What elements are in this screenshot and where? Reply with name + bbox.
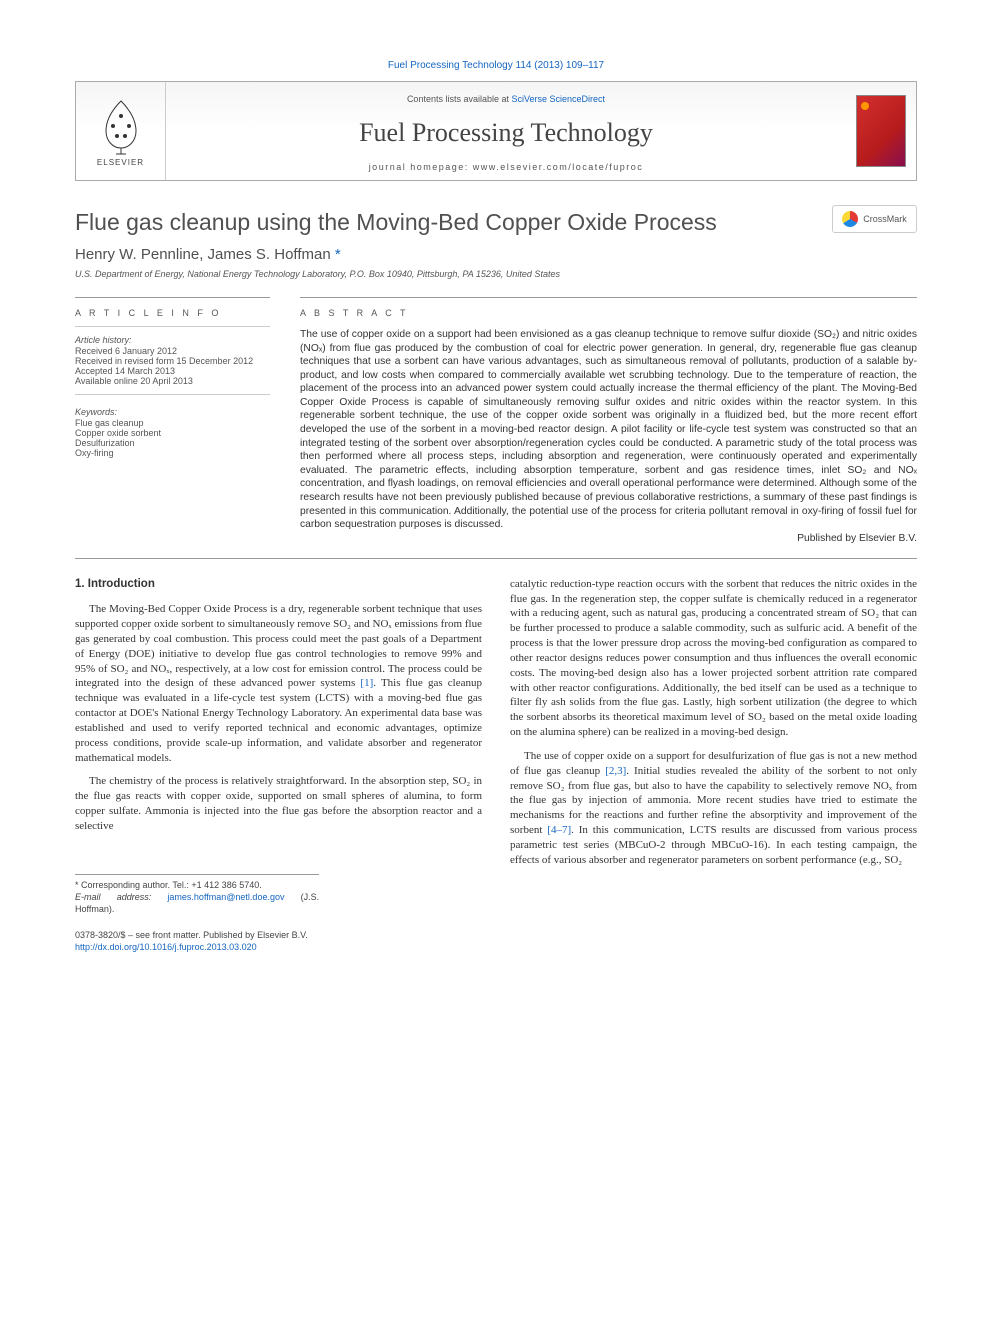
crossmark-label: CrossMark [863, 214, 907, 224]
keywords-head: Keywords: [75, 407, 270, 417]
email-label: E-mail address: [75, 892, 167, 902]
contents-line: Contents lists available at SciVerse Sci… [176, 94, 836, 104]
article-title: Flue gas cleanup using the Moving-Bed Co… [75, 209, 917, 236]
abstract-label: A B S T R A C T [300, 308, 917, 318]
authors-line: Henry W. Pennline, James S. Hoffman * [75, 246, 917, 263]
affiliation: U.S. Department of Energy, National Ener… [75, 269, 917, 279]
bottom-info: 0378-3820/$ – see front matter. Publishe… [75, 929, 482, 953]
article-info-label: A R T I C L E I N F O [75, 308, 270, 318]
journal-homepage-link[interactable]: journal homepage: www.elsevier.com/locat… [176, 162, 836, 172]
section-heading: 1. Introduction [75, 577, 482, 593]
section-divider [75, 558, 917, 559]
body-text: . This flue gas cleanup technique was ev… [75, 677, 482, 763]
doi-link[interactable]: http://dx.doi.org/10.1016/j.fuproc.2013.… [75, 942, 257, 952]
cover-thumbnail-icon [856, 95, 906, 167]
keyword-item: Oxy-firing [75, 448, 270, 458]
email-line: E-mail address: james.hoffman@netl.doe.g… [75, 891, 319, 915]
keyword-item: Desulfurization [75, 438, 270, 448]
elsevier-tree-icon [91, 96, 151, 156]
keyword-item: Copper oxide sorbent [75, 428, 270, 438]
corresponding-author-mark[interactable]: * [335, 246, 341, 263]
footnote-block: * Corresponding author. Tel.: +1 412 386… [75, 874, 319, 915]
body-paragraph: catalytic reduction-type reaction occurs… [510, 577, 917, 740]
abstract-column: A B S T R A C T The use of copper oxide … [300, 297, 917, 544]
citation-link[interactable]: [2,3] [605, 765, 626, 777]
journal-cover [846, 82, 916, 180]
authors-names: Henry W. Pennline, James S. Hoffman [75, 246, 335, 263]
page: Fuel Processing Technology 114 (2013) 10… [0, 0, 992, 994]
keyword-item: Flue gas cleanup [75, 418, 270, 428]
history-received: Received 6 January 2012 [75, 346, 270, 356]
history-revised: Received in revised form 15 December 201… [75, 356, 270, 366]
contents-text: Contents lists available at [407, 94, 512, 104]
body-columns: 1. Introduction The Moving-Bed Copper Ox… [75, 577, 917, 954]
publisher-logo: ELSEVIER [76, 82, 166, 180]
article-info-column: A R T I C L E I N F O Article history: R… [75, 297, 270, 544]
publisher-name: ELSEVIER [97, 158, 144, 167]
citation-link[interactable]: [4–7] [547, 824, 571, 836]
email-link[interactable]: james.hoffman@netl.doe.gov [167, 892, 284, 902]
info-abstract-row: A R T I C L E I N F O Article history: R… [75, 297, 917, 544]
journal-name: Fuel Processing Technology [176, 118, 836, 148]
crossmark-badge[interactable]: CrossMark [832, 205, 917, 233]
body-paragraph: The Moving-Bed Copper Oxide Process is a… [75, 602, 482, 765]
issn-line: 0378-3820/$ – see front matter. Publishe… [75, 929, 482, 941]
title-row: CrossMark Flue gas cleanup using the Mov… [75, 209, 917, 236]
body-text: . In this communication, LCTS results ar… [510, 824, 917, 866]
body-paragraph: The chemistry of the process is relative… [75, 774, 482, 833]
header-citation-link[interactable]: Fuel Processing Technology 114 (2013) 10… [75, 60, 917, 71]
history-online: Available online 20 April 2013 [75, 376, 270, 386]
corresponding-author-note: * Corresponding author. Tel.: +1 412 386… [75, 879, 319, 891]
header-center: Contents lists available at SciVerse Sci… [166, 82, 846, 180]
article-history-head: Article history: [75, 335, 270, 345]
citation-link[interactable]: [1] [360, 677, 373, 689]
journal-header: ELSEVIER Contents lists available at Sci… [75, 81, 917, 181]
body-left-column: 1. Introduction The Moving-Bed Copper Ox… [75, 577, 482, 954]
crossmark-icon [842, 211, 858, 227]
body-paragraph: The use of copper oxide on a support for… [510, 749, 917, 868]
history-accepted: Accepted 14 March 2013 [75, 366, 270, 376]
abstract-text: The use of copper oxide on a support had… [300, 328, 917, 532]
published-by: Published by Elsevier B.V. [300, 533, 917, 544]
sciencedirect-link[interactable]: SciVerse ScienceDirect [512, 94, 606, 104]
body-right-column: catalytic reduction-type reaction occurs… [510, 577, 917, 954]
